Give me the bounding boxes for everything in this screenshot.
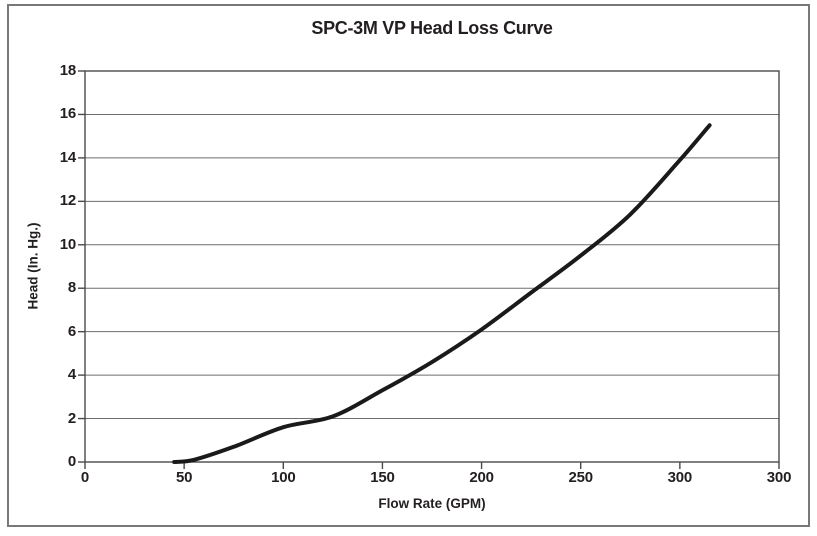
x-tick-label: 250 (568, 469, 593, 486)
x-tick-label: 200 (469, 469, 494, 486)
chart-title: SPC-3M VP Head Loss Curve (311, 18, 553, 38)
x-tick-label: 100 (271, 469, 296, 486)
x-tick-label: 50 (175, 469, 193, 486)
y-tick-label: 10 (59, 235, 76, 253)
x-tick-label: 0 (80, 469, 90, 486)
y-tick-label: 8 (67, 279, 76, 297)
y-tick-label: 18 (59, 62, 76, 79)
x-tick-label: 150 (370, 469, 395, 486)
y-tick-label: 0 (67, 453, 76, 470)
y-tick-label: 12 (59, 192, 76, 210)
head-loss-curve (172, 123, 712, 464)
y-tick-label: 14 (59, 148, 76, 166)
y-tick-label: 4 (67, 366, 76, 384)
x-axis-label: Flow Rate (GPM) (378, 496, 486, 511)
y-tick-label: 6 (67, 322, 76, 340)
x-tick-label: 300 (766, 469, 792, 486)
gridlines (85, 113, 779, 420)
x-tick-label: 300 (667, 469, 693, 486)
axis-ticks (78, 70, 780, 469)
y-tick-label: 2 (67, 409, 76, 427)
y-tick-label: 16 (59, 105, 76, 123)
plot-box (84, 70, 780, 463)
